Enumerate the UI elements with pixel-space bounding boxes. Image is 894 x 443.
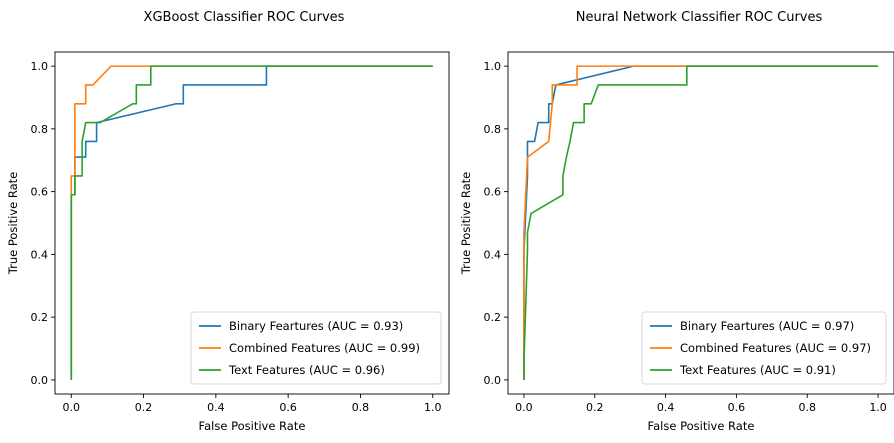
x-tick-label: 0.4 — [657, 401, 675, 414]
x-tick-label: 0.2 — [135, 401, 153, 414]
legend-entry: Combined Features (AUC = 0.99) — [229, 341, 420, 355]
x-tick-label: 0.0 — [515, 401, 533, 414]
legend-entry: Combined Features (AUC = 0.97) — [680, 341, 871, 355]
chart-title-neural-network: Neural Network Classifier ROC Curves — [575, 10, 823, 25]
x-tick-label: 0.6 — [279, 401, 297, 414]
plot-frame — [507, 51, 894, 395]
x-axis-label: False Positive Rate — [648, 419, 755, 433]
y-tick-label: 0.8 — [31, 123, 49, 136]
y-tick-label: 0.0 — [484, 374, 502, 387]
y-tick-label: 0.4 — [31, 248, 49, 261]
chart-title-xgboost: XGBoost Classifier ROC Curves — [143, 10, 345, 25]
y-tick-label: 0.6 — [484, 186, 502, 199]
y-tick-label: 0.4 — [484, 248, 502, 261]
roc-curve-series-0 — [523, 65, 879, 380]
x-tick-label: 0.2 — [586, 401, 604, 414]
legend-entry: Text Features (AUC = 0.91) — [679, 363, 836, 377]
x-tick-label: 0.0 — [63, 401, 81, 414]
legend-box — [190, 311, 442, 385]
roc-curve-series-1 — [523, 65, 879, 380]
y-axis-label: True Positive Rate — [459, 172, 473, 275]
legend-box — [641, 311, 887, 385]
y-tick-label: 0.2 — [31, 311, 49, 324]
y-axis-label: True Positive Rate — [6, 172, 20, 275]
y-tick-label: 1.0 — [31, 60, 49, 73]
roc-curve-series-2 — [70, 65, 433, 380]
x-tick-label: 0.8 — [352, 401, 370, 414]
x-tick-label: 0.8 — [798, 401, 816, 414]
y-tick-label: 0.0 — [31, 374, 49, 387]
x-tick-label: 1.0 — [869, 401, 887, 414]
roc-curve-series-2 — [523, 65, 879, 380]
plot-frame — [54, 51, 450, 395]
legend-entry: Binary Feartures (AUC = 0.97) — [680, 319, 854, 333]
legend-entry: Text Features (AUC = 0.96) — [228, 363, 385, 377]
y-tick-label: 1.0 — [484, 60, 502, 73]
legend-entry: Binary Feartures (AUC = 0.93) — [229, 319, 403, 333]
x-tick-label: 0.6 — [728, 401, 746, 414]
y-tick-label: 0.6 — [31, 186, 49, 199]
y-tick-label: 0.8 — [484, 123, 502, 136]
x-tick-label: 1.0 — [424, 401, 442, 414]
roc-curve-series-1 — [70, 65, 433, 380]
y-tick-label: 0.2 — [484, 311, 502, 324]
x-tick-label: 0.4 — [207, 401, 225, 414]
x-axis-label: False Positive Rate — [199, 419, 306, 433]
